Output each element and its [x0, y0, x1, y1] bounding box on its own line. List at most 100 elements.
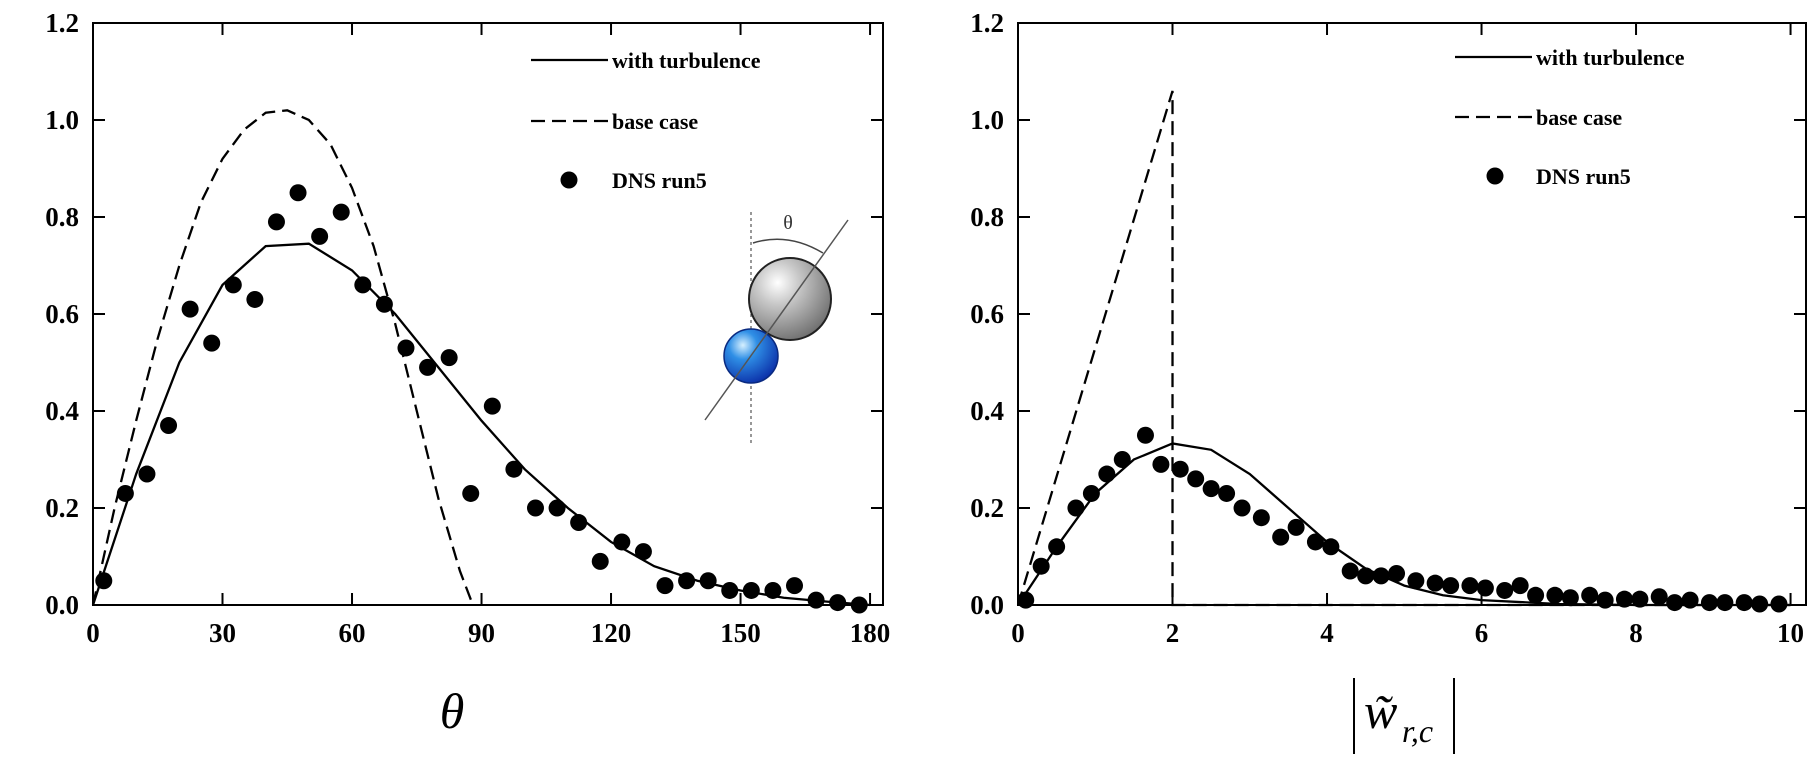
data-point [354, 276, 372, 294]
data-point [311, 227, 329, 245]
y-tick-label: 0.4 [45, 396, 79, 426]
y-tick-label: 1.2 [970, 8, 1004, 38]
data-point [1287, 518, 1305, 536]
data-point [656, 577, 674, 595]
legend-label: DNS run5 [1536, 164, 1631, 189]
data-point [1716, 594, 1734, 612]
legend-marker [560, 171, 578, 189]
data-point [1581, 586, 1599, 604]
data-point [1476, 579, 1494, 597]
data-point [1511, 577, 1529, 595]
data-point [1218, 484, 1236, 502]
x-tick-label: 0 [86, 618, 100, 648]
y-tick-label: 1.2 [45, 8, 79, 38]
x-tick-label: 6 [1475, 618, 1489, 648]
inset-axis [704, 219, 849, 421]
x-axis-label: w̃ [1364, 683, 1397, 739]
y-tick-label: 0.8 [45, 202, 79, 232]
y-tick-label: 0.2 [970, 493, 1004, 523]
series-line [1017, 442, 1791, 607]
data-point [1233, 499, 1251, 517]
data-point [1442, 577, 1460, 595]
inset-label: θ [783, 212, 793, 234]
data-point [1426, 574, 1444, 592]
y-tick-label: 1.0 [970, 105, 1004, 135]
series-line [91, 242, 871, 607]
series-line [1016, 90, 1791, 607]
data-point [1322, 538, 1340, 556]
data-point [116, 484, 134, 502]
data-point [1067, 499, 1085, 517]
x-axis-label: θ [440, 683, 465, 739]
legend-label: DNS run5 [612, 168, 707, 193]
data-point [1596, 591, 1614, 609]
x-tick-label: 30 [209, 618, 236, 648]
legend-label: with turbulence [1536, 45, 1685, 70]
data-point [1272, 528, 1290, 546]
data-point [1631, 590, 1649, 608]
x-tick-label: 60 [339, 618, 366, 648]
data-point [634, 543, 652, 561]
plot-frame [1017, 22, 1807, 606]
data-point [289, 184, 307, 202]
data-point [160, 417, 178, 435]
series-line [91, 109, 474, 606]
data-point [1770, 595, 1788, 613]
legend-label: with turbulence [612, 48, 761, 73]
data-point [375, 295, 393, 313]
y-tick-label: 0.8 [970, 202, 1004, 232]
data-point [1171, 460, 1189, 478]
data-point [483, 397, 501, 415]
x-tick-label: 10 [1777, 618, 1804, 648]
data-point [397, 339, 415, 357]
data-point [829, 594, 847, 612]
data-point [505, 460, 523, 478]
data-point [721, 581, 739, 599]
x-tick-label: 0 [1011, 618, 1025, 648]
data-point [1681, 591, 1699, 609]
y-tick-label: 0.2 [45, 493, 79, 523]
data-point [138, 465, 156, 483]
x-axis-label-sub: r,c [1402, 713, 1433, 749]
data-point [1357, 567, 1375, 585]
inset-arc [752, 238, 824, 254]
x-tick-label: 8 [1629, 618, 1643, 648]
data-point [1388, 564, 1406, 582]
data-point [786, 577, 804, 595]
data-point [742, 581, 760, 599]
data-point [440, 349, 458, 367]
x-tick-label: 2 [1166, 618, 1180, 648]
data-point [570, 514, 588, 532]
data-point [95, 572, 113, 590]
data-point [1136, 426, 1154, 444]
x-tick-label: 180 [850, 618, 891, 648]
x-tick-label: 4 [1320, 618, 1334, 648]
data-point [1152, 455, 1170, 473]
panel: 0.0 0.2 0.4 0.6 0.8 1.0 1.2 0 2 4 6 8 10 with turbule… [970, 8, 1807, 754]
data-point [1048, 538, 1066, 556]
data-point [1527, 586, 1545, 604]
data-point [246, 290, 264, 308]
data-point [1187, 470, 1205, 488]
legend-label: base case [1536, 105, 1622, 130]
panel: 0.0 0.2 0.4 0.6 0.8 1.0 1.2 0 30 60 90 120 150 180 wit… [45, 8, 890, 739]
data-point [1113, 451, 1131, 468]
x-tick-label: 150 [720, 618, 761, 648]
data-point [1407, 572, 1425, 590]
data-point [764, 581, 782, 599]
data-point [1735, 594, 1753, 612]
data-point [462, 484, 480, 502]
y-tick-label: 0.6 [45, 299, 79, 329]
data-point [1666, 594, 1684, 612]
data-point [1098, 465, 1116, 483]
data-point [1306, 533, 1324, 551]
data-point [203, 334, 221, 352]
data-point [699, 572, 717, 590]
data-point [267, 213, 285, 231]
data-point [526, 499, 544, 517]
y-tick-label: 0.0 [45, 590, 79, 620]
data-point [591, 552, 609, 570]
data-point [1372, 567, 1390, 585]
